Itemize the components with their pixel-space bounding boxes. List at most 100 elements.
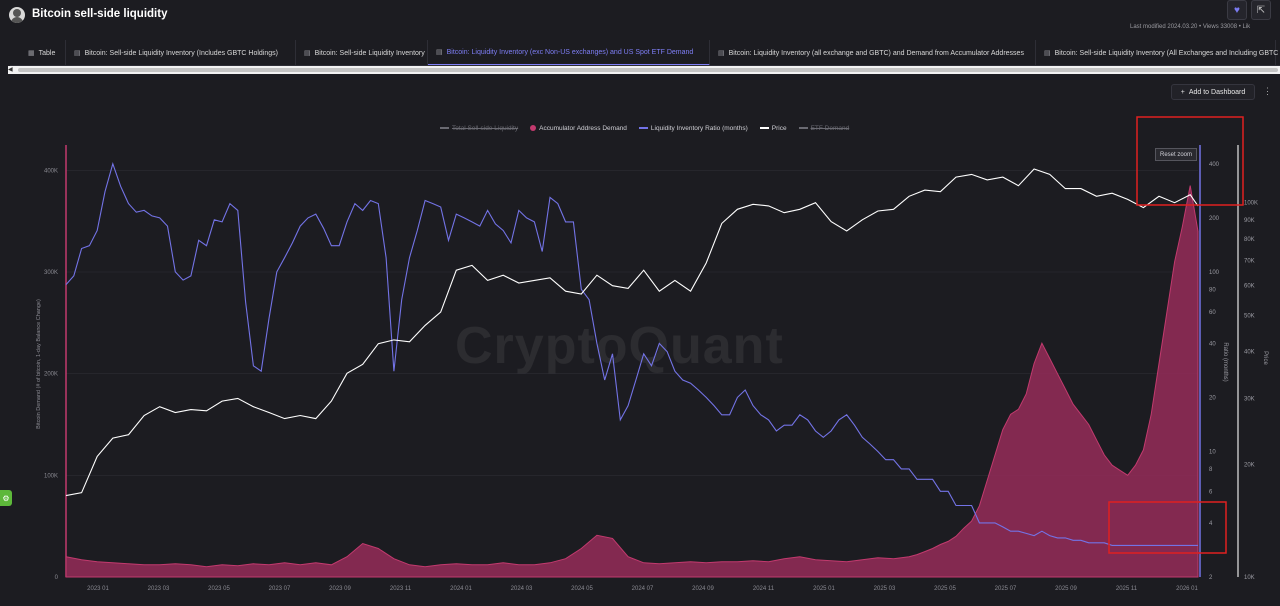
legend-swatch [759,127,769,129]
x-tick-label: 2024 07 [632,586,654,592]
y-ratio-tick-label: 200 [1209,216,1220,222]
y-left-tick-label: 200K [44,372,58,378]
x-tick-label: 2023 11 [390,586,412,592]
y-price-tick-label: 70K [1244,259,1255,265]
heart-icon: ♥ [1234,4,1240,16]
settings-widget-icon[interactable]: ⚙ [0,490,12,506]
y-ratio-tick-label: 2 [1209,575,1213,581]
avatar[interactable] [9,7,25,23]
tab-label: Bitcoin: Sell-side Liquidity Inventory [314,49,425,57]
x-tick-label: 2025 03 [874,586,896,592]
legend-item[interactable]: ETF Demand [798,122,850,134]
tab-5[interactable]: ▤ Bitcoin: Liquidity Inventory (all excha… [710,40,1036,65]
y-ratio-tick-label: 60 [1209,310,1216,316]
meta-info: Last modified 2024.03.20 • Views 33008 •… [1130,24,1251,30]
x-tick-label: 2024 03 [511,586,533,592]
legend-swatch [440,127,449,129]
chart-icon: ▤ [1044,50,1051,57]
share-button[interactable]: ⇱ [1251,0,1271,20]
price-line [65,168,1199,497]
demand-area [65,185,1199,578]
tab-1[interactable]: ▦ Table [20,40,66,65]
x-tick-label: 2024 05 [571,586,593,592]
y-price-tick-label: 90K [1244,218,1255,224]
legend-swatch [530,125,537,131]
legend-label: Accumulator Address Demand [539,124,627,132]
tab-label: Bitcoin: Sell-side Liquidity Inventory (… [84,49,278,57]
page-header: Bitcoin sell-side liquidity Last modifie… [0,0,1280,36]
add-to-dashboard-label: Add to Dashboard [1188,88,1246,96]
y-price-tick-label: 60K [1244,284,1255,290]
tab-6[interactable]: ▤ Bitcoin: Sell-side Liquidity Inventory … [1036,40,1280,65]
x-tick-label: 2023 07 [269,586,291,592]
x-tick-label: 2025 09 [1055,586,1077,592]
table-icon: ▦ [28,50,35,57]
x-tick-label: 2023 09 [329,586,351,592]
tab-label: Bitcoin: Liquidity Inventory (exc Non-US… [446,48,694,56]
y-price-tick-label: 80K [1244,237,1255,243]
y-ratio-axis-title: Ratio (months) [1222,342,1228,381]
favorite-button[interactable]: ♥ [1227,0,1247,20]
x-tick-label: 2024 11 [753,586,775,592]
y-ratio-tick-label: 6 [1209,489,1213,495]
chart-icon: ▤ [436,49,443,56]
tab-label: Table [38,49,56,57]
y-ratio-tick-label: 40 [1209,341,1216,347]
y-price-axis-title: Price [1262,351,1268,365]
scroll-thumb[interactable] [18,68,1278,72]
x-tick-label: 2025 01 [813,586,835,592]
y-price-tick-label: 20K [1244,462,1255,468]
page-title: Bitcoin sell-side liquidity [32,8,168,20]
legend-label: ETF Demand [810,124,850,132]
chart-legend: Total Sell-side Liquidity Accumulator Add… [440,122,849,134]
x-tick-label: 2023 03 [148,586,170,592]
legend-label: Liquidity Inventory Ratio (months) [650,124,748,132]
y-left-tick-label: 300K [44,270,58,276]
tab-4[interactable]: ▤ Bitcoin: Liquidity Inventory (exc Non-U… [428,40,710,65]
x-tick-label: 2025 11 [1116,586,1138,592]
y-price-tick-label: 40K [1244,350,1255,356]
y-price-tick-label: 100K [1244,201,1258,207]
more-options-icon[interactable]: ⋮ [1263,86,1272,96]
legend-item[interactable]: Total Sell-side Liquidity [440,122,518,134]
legend-item[interactable]: Price [759,122,787,134]
chart-icon: ▤ [304,50,311,57]
x-tick-label: 2023 01 [87,586,109,592]
y-left-tick-label: 100K [44,473,58,479]
x-tick-label: 2026 01 [1176,586,1198,592]
y-left-axis-title: Bitcoin Demand (# of bitcoin, 1-day Bala… [36,299,42,429]
x-tick-label: 2024 01 [450,586,472,592]
ratio-line [65,161,1198,546]
tab-bar: ▦ Table ▤ Bitcoin: Sell-side Liquidity Inve… [10,40,1280,66]
legend-swatch [798,127,808,129]
y-left-tick-label: 400K [44,168,58,174]
chart-icon: ▤ [718,50,725,57]
tab-label: Bitcoin: Sell-side Liquidity Inventory (… [1054,49,1280,57]
y-ratio-tick-label: 4 [1209,521,1213,527]
legend-item[interactable]: Liquidity Inventory Ratio (months) [638,122,748,134]
tab-2[interactable]: ▤ Bitcoin: Sell-side Liquidity Inventory … [66,40,296,65]
annotation-box-top [1136,116,1244,206]
y-price-tick-label: 10K [1244,575,1255,581]
tab-3[interactable]: ▤ Bitcoin: Sell-side Liquidity Inventory [296,40,428,65]
reset-zoom-button[interactable]: Reset zoom [1155,148,1197,161]
horizontal-scrollbar[interactable]: ◀ [8,66,1280,74]
share-icon: ⇱ [1256,4,1266,16]
annotation-box-bottom [1108,501,1227,554]
y-ratio-tick-label: 400 [1209,162,1220,168]
legend-swatch [638,127,648,129]
y-ratio-tick-label: 100 [1209,270,1220,276]
x-tick-label: 2023 05 [208,586,230,592]
y-price-tick-label: 50K [1244,313,1255,319]
watermark: CryptoQuant [455,317,784,375]
y-ratio-tick-label: 10 [1209,449,1216,455]
add-to-dashboard-button[interactable]: + Add to Dashboard [1171,84,1255,100]
legend-label: Price [771,124,787,132]
chart-icon: ▤ [74,50,81,57]
x-tick-label: 2025 07 [995,586,1017,592]
scroll-left-arrow-icon[interactable]: ◀ [8,67,13,73]
y-left-tick-label: 0 [55,575,59,581]
legend-item[interactable]: Accumulator Address Demand [530,122,627,134]
y-price-tick-label: 30K [1244,396,1255,402]
